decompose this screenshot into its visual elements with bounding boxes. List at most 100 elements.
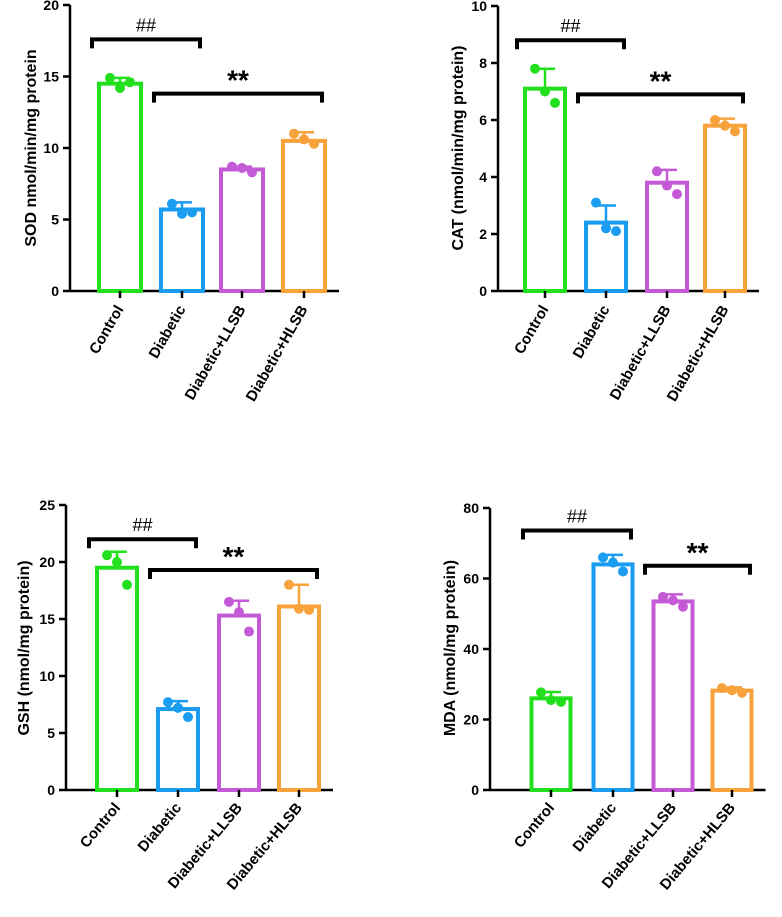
bar-diabetic-llsb	[217, 613, 261, 793]
y-tick-label: 20	[39, 554, 55, 570]
data-point	[122, 579, 132, 590]
data-point	[737, 687, 747, 698]
data-point	[601, 223, 611, 234]
data-point	[611, 226, 621, 237]
x-category-label: Control	[511, 800, 558, 852]
data-point	[727, 685, 737, 696]
bar-diabetic-hlsb	[281, 138, 327, 293]
x-category-label: Diabetic+LLSB	[182, 302, 250, 403]
y-tick-label: 0	[479, 283, 487, 299]
bar-control	[97, 81, 143, 294]
x-category-label: Diabetic	[570, 303, 614, 362]
y-tick-label: 15	[43, 69, 59, 85]
data-point	[187, 207, 197, 218]
x-category-label: Control	[511, 303, 552, 358]
chart-panel-bottom-right: 0 20 40 60 80 MDA (nmol/mg protein) Control Dia…	[442, 500, 766, 893]
x-category-label: Diabetic	[135, 800, 186, 856]
data-point	[224, 596, 234, 607]
y-tick-label: 25	[39, 497, 55, 513]
y-tick-label: 80	[463, 500, 479, 516]
x-category-label: Diabetic+HLSB	[243, 302, 312, 404]
y-tick-label: 10	[471, 0, 487, 14]
data-point	[247, 167, 257, 178]
x-category-label: Control	[77, 800, 124, 852]
y-tick-label: 20	[43, 0, 59, 13]
significance-label: ##	[136, 15, 156, 35]
significance-bracket	[643, 563, 752, 575]
data-point	[167, 198, 177, 209]
significance-bracket	[515, 38, 626, 50]
data-point	[237, 163, 247, 174]
data-point	[177, 208, 187, 219]
y-tick-label: 5	[51, 212, 59, 228]
data-point	[598, 552, 608, 563]
y-axis-title: GSH (nmol/mg protein)	[16, 560, 33, 735]
y-tick-label: 15	[39, 611, 55, 627]
x-category-label: Diabetic+LLSB	[607, 302, 675, 403]
bar-control	[529, 696, 573, 792]
chart-panel-top-right: 0 2 4 6 8 10 CAT (nmol/min/mg protein) Control D…	[450, 0, 759, 404]
significance-label: **	[223, 541, 245, 572]
data-point	[672, 189, 682, 200]
data-point	[289, 128, 299, 139]
data-point	[536, 687, 546, 698]
data-point	[556, 696, 566, 707]
significance-label: ##	[560, 16, 580, 36]
data-point	[183, 712, 193, 723]
bar-diabetic	[159, 207, 205, 294]
data-point	[234, 607, 244, 618]
bar-diabetic-hlsb	[710, 688, 754, 792]
chart-panel-top-left: 0 5 10 15 20 SOD nmol/min/mg protein Control Di…	[23, 0, 339, 404]
bar-control	[523, 86, 567, 294]
data-point	[730, 126, 740, 137]
y-tick-label: 2	[479, 226, 487, 242]
data-point	[244, 626, 254, 637]
x-category-label: Control	[86, 303, 127, 358]
data-point	[658, 591, 668, 602]
significance-bracket	[521, 528, 633, 540]
bar-diabetic-hlsb	[703, 123, 747, 293]
data-point	[105, 72, 115, 83]
significance-bracket	[152, 91, 324, 103]
data-point	[309, 138, 319, 149]
data-point	[163, 697, 173, 708]
data-point	[678, 601, 688, 612]
data-point	[173, 702, 183, 713]
data-point	[304, 604, 314, 615]
data-point	[125, 77, 135, 88]
data-point	[608, 557, 618, 568]
bar-diabetic-llsb	[219, 167, 265, 293]
data-point	[294, 603, 304, 614]
y-tick-label: 10	[39, 668, 55, 684]
y-tick-label: 0	[51, 283, 59, 299]
y-tick-label: 6	[479, 112, 487, 128]
data-point	[720, 120, 730, 131]
y-axis-title: MDA (nmol/mg protein)	[442, 560, 459, 736]
data-point	[591, 197, 601, 208]
chart-panel-bottom-left: 0 5 10 15 20 25 GSH (nmol/mg protein) Control Di…	[16, 497, 333, 893]
y-tick-label: 10	[43, 140, 59, 156]
x-category-label: Diabetic	[146, 303, 190, 362]
y-axis-title: CAT (nmol/min/mg protein)	[450, 45, 467, 250]
significance-label: **	[227, 65, 249, 96]
data-point	[550, 97, 560, 108]
data-point	[112, 557, 122, 567]
y-tick-label: 60	[463, 571, 479, 587]
y-axis-title: SOD nmol/min/mg protein	[23, 49, 40, 246]
data-point	[668, 595, 678, 606]
data-point	[284, 579, 294, 590]
bar-control	[95, 565, 139, 793]
y-tick-label: 20	[463, 712, 479, 728]
significance-bracket	[90, 37, 202, 49]
significance-bracket	[148, 567, 319, 579]
y-tick-label: 0	[47, 782, 55, 798]
significance-label: **	[650, 65, 672, 96]
data-point	[717, 683, 727, 694]
data-point	[115, 82, 125, 93]
bar-diabetic	[591, 562, 635, 793]
bar-diabetic	[156, 707, 200, 792]
significance-bracket	[576, 92, 745, 104]
data-point	[618, 566, 628, 577]
x-category-label: Diabetic+HLSB	[664, 302, 733, 404]
